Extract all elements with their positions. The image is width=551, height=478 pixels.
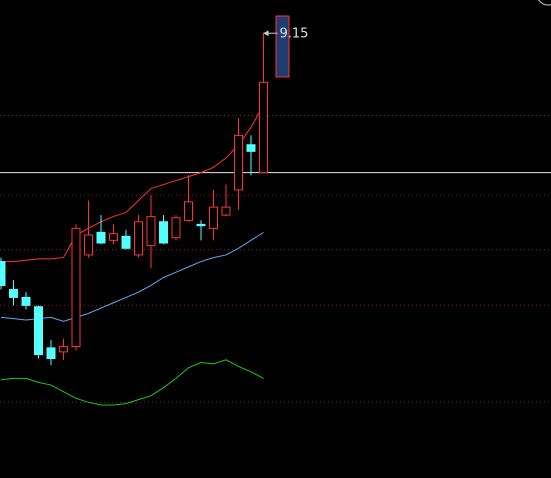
candle-body (196, 223, 206, 227)
candle-body (234, 134, 243, 191)
candle-body (134, 221, 143, 256)
candle-body (21, 296, 31, 306)
candle-body (146, 215, 156, 247)
candle-body (171, 217, 181, 239)
candle-body (221, 206, 231, 216)
candle-body (259, 81, 268, 174)
candle-body (46, 347, 56, 359)
candle-body (184, 201, 193, 221)
highlight-box (275, 15, 290, 78)
candle-body (121, 235, 131, 249)
candle-body (59, 346, 68, 353)
candle-body (0, 261, 6, 286)
moving-average (0, 231, 264, 322)
corner-button[interactable] (537, 0, 551, 6)
candle-body (34, 306, 43, 356)
candle-body (84, 234, 93, 256)
high-label: 9.15 (280, 27, 309, 42)
candle-body (159, 221, 168, 244)
candle-body (109, 233, 118, 241)
moving-average (1, 104, 264, 263)
candle-body (9, 288, 18, 298)
candle-body (71, 227, 81, 348)
candle-body (96, 231, 106, 244)
candle-body (246, 144, 256, 152)
candle-body (209, 206, 218, 229)
label-arrow (263, 30, 269, 37)
moving-average (0, 359, 264, 406)
